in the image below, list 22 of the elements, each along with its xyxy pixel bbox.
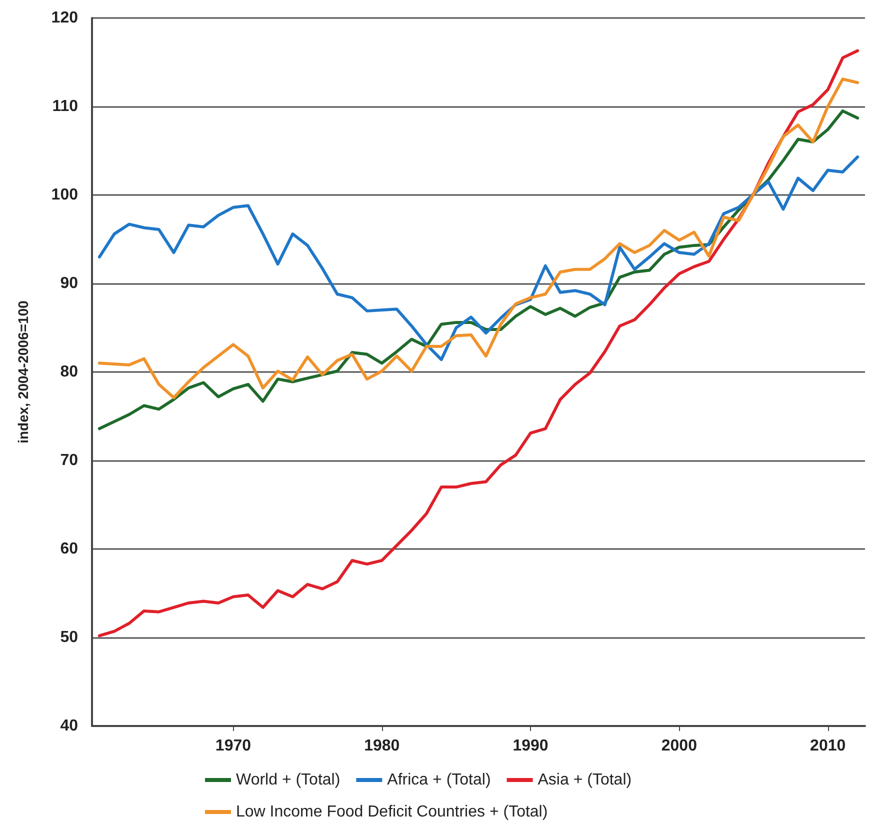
legend-label: Low Income Food Deficit Countries + (Total) <box>236 804 548 820</box>
y-tick-label: 40 <box>60 718 78 734</box>
y-tick-label: 70 <box>60 452 78 469</box>
x-tick-label: 1970 <box>215 738 252 754</box>
legend-label: Asia + (Total) <box>538 772 632 788</box>
x-tick-label: 1980 <box>364 738 400 754</box>
x-tick-label: 2010 <box>810 738 846 754</box>
y-tick-label: 50 <box>60 629 78 646</box>
y-tick-label: 90 <box>60 275 78 292</box>
line-series <box>98 49 860 638</box>
y-tick-label: 60 <box>60 540 78 558</box>
line-series <box>98 78 860 400</box>
y-tick-label: 80 <box>60 364 78 380</box>
y-axis-title: index, 2004-2006=100 <box>15 300 31 444</box>
y-tick-label: 120 <box>51 10 78 26</box>
y-tick-label: 110 <box>52 98 78 115</box>
x-tick-label: 1990 <box>512 738 548 754</box>
legend-label: World + (Total) <box>236 772 340 788</box>
line-series <box>98 155 860 362</box>
y-tick-label: 100 <box>51 186 78 204</box>
legend-label: Africa + (Total) <box>387 772 491 788</box>
x-tick-label: 2000 <box>661 738 698 754</box>
